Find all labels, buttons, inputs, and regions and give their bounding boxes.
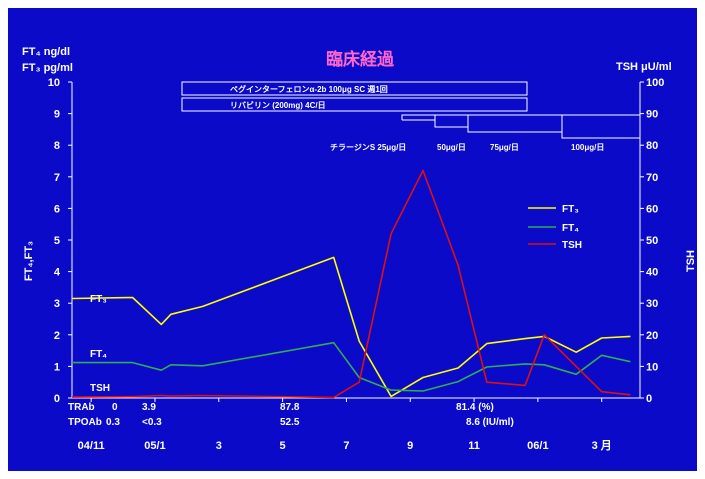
tpoab-value: 8.6 (IU/ml) (466, 417, 514, 428)
trab-value: 0 (112, 402, 118, 413)
left-tick-label: 3 (54, 298, 60, 310)
right-tick-label: 20 (646, 330, 658, 342)
trab-value: 81.4 (%) (456, 402, 494, 413)
left-unit-ft4: FT₄ ng/dl (22, 46, 70, 58)
clinical-course-chart: 臨床経過 FT₄ ng/dl FT₃ pg/ml TSH μU/ml FT₄,F… (22, 46, 697, 452)
thyroxine-dose-step-75 (467, 115, 563, 133)
legend-ft4-label: FT₄ (562, 223, 579, 234)
right-tick-label: 90 (646, 109, 658, 121)
tsh-inline-label: TSH (90, 383, 110, 394)
left-tick-label: 10 (48, 77, 60, 89)
right-tick-label: 40 (646, 267, 658, 279)
legend-ft3-label: FT₃ (562, 204, 579, 215)
thyroxine-dose-step-25 (401, 114, 436, 121)
left-axis-label: FT₄,FT₃ (23, 241, 35, 281)
thyroxine-dose-step-50 (434, 115, 469, 128)
right-tick-label: 0 (646, 393, 652, 405)
thyroxine-dose-label: 75μg/日 (490, 143, 519, 152)
thyroxine-dose-label: 100μg/日 (571, 143, 604, 152)
tpoab-value: <0.3 (142, 417, 162, 428)
tpoab-value: 0.3 (106, 417, 120, 428)
ft3-inline-label: FT₃ (90, 294, 107, 305)
x-tick-label: 05/1 (144, 440, 165, 452)
ribavirin-bar (181, 97, 528, 112)
tpoab-label: TPOAb (68, 417, 102, 428)
trab-value: 3.9 (142, 402, 156, 413)
interferon-label: ペグインターフェロンα-2b 100μg SC 週1回 (230, 84, 388, 94)
left-tick-label: 8 (54, 140, 60, 152)
x-tick-label: 5 (280, 440, 286, 452)
right-tick-label: 50 (646, 235, 658, 247)
tsh-line (71, 169, 631, 399)
x-tick-label: 3 月 (592, 439, 612, 452)
thyroxine-dose-label: 50μg/日 (437, 143, 466, 152)
right-unit-tsh: TSH μU/ml (616, 61, 672, 73)
x-tick-label: 9 (407, 440, 413, 452)
left-tick-label: 5 (54, 235, 60, 247)
right-tick-label: 70 (646, 172, 658, 184)
right-tick-label: 100 (646, 77, 664, 89)
tpoab-value: 52.5 (280, 417, 300, 428)
left-tick-label: 2 (54, 330, 60, 342)
ft4-line (72, 341, 631, 392)
ft4-inline-label: FT₄ (90, 349, 107, 360)
interferon-bar (181, 81, 528, 96)
chart-title: 臨床経過 (326, 49, 395, 69)
right-tick-label: 30 (646, 298, 658, 310)
x-tick-label: 3 (216, 440, 222, 452)
ribavirin-label: リバビリン (200mg) 4C/日 (230, 100, 326, 110)
thyroxine-dose-label: チラージンS 25μg/日 (330, 143, 406, 152)
trab-value: 87.8 (280, 402, 300, 413)
series-layer (71, 169, 631, 399)
trab-label: TRAb (68, 402, 95, 413)
right-axis-label: TSH (685, 250, 697, 272)
left-tick-label: 6 (54, 203, 60, 215)
left-tick-label: 7 (54, 172, 60, 184)
x-tick-label: 04/11 (78, 440, 105, 452)
left-tick-label: 0 (54, 393, 60, 405)
right-tick-label: 60 (646, 203, 658, 215)
left-tick-label: 4 (54, 267, 61, 279)
ft3-line (71, 256, 631, 398)
x-tick-label: 11 (468, 440, 480, 452)
left-tick-label: 1 (54, 361, 60, 373)
left-tick-label: 9 (54, 109, 60, 121)
chart-slide: 臨床経過 FT₄ ng/dl FT₃ pg/ml TSH μU/ml FT₄,F… (8, 8, 697, 471)
right-tick-label: 10 (646, 361, 658, 373)
left-unit-ft3: FT₃ pg/ml (22, 62, 73, 74)
right-tick-label: 80 (646, 140, 658, 152)
x-tick-label: 7 (343, 440, 349, 452)
x-tick-label: 06/1 (527, 440, 548, 452)
legend-tsh-label: TSH (562, 240, 582, 251)
